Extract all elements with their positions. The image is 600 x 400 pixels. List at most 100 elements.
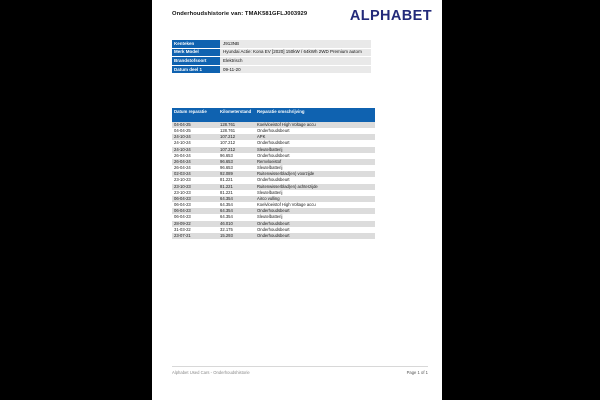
info-value: Hyundai Actie: Kona EV [2020] 150kW / 64… [220, 48, 371, 58]
repair-date-cell: 23-07-21 [174, 232, 191, 238]
description-cell: Sleutelbatterij [257, 146, 283, 152]
repair-date-cell: 31-03-22 [174, 226, 191, 232]
info-row: Kenteken J913NB [172, 40, 371, 49]
description-cell: Ruitenwisserblad(en) voorzijde [257, 171, 315, 177]
repair-date-cell: 28-09-22 [174, 220, 191, 226]
table-row: 06-04-23 64.354 Onderhoudsbeurt [172, 208, 375, 215]
history-column-header: Reparatie omschrijving [255, 108, 375, 122]
footer-document-label: Alphabet Used Cars - Onderhoudshistorie [172, 369, 250, 375]
footer-page-number: Page 1 of 1 [406, 369, 428, 375]
table-row: 26-04-24 96.653 Remvloeistof [172, 158, 375, 166]
repair-date-cell: 06-04-23 [174, 214, 191, 220]
repair-date-cell: 24-10-24 [174, 140, 191, 146]
description-cell: Onderhoudsbeurt [257, 220, 290, 226]
info-row: Merk Model Hyundai Actie: Kona EV [2020] … [172, 48, 371, 58]
info-label: Datum deel 1 [172, 65, 220, 75]
table-row: 28-09-22 46.010 Onderhoudsbeurt [172, 220, 375, 227]
table-row: 23-10-23 81.221 Sleutelbatterij [172, 189, 375, 196]
kilometer-cell: 107.212 [220, 134, 236, 140]
page-footer: Alphabet Used Cars - Onderhoudshistorie … [172, 366, 428, 375]
history-header-row: Datum reparatie Kilometerstand Reparatie o… [172, 108, 375, 122]
info-value: J913NB [220, 40, 371, 49]
info-row: Datum deel 1 09-11-20 [172, 65, 371, 75]
repair-date-cell: 26-04-24 [174, 165, 191, 171]
vehicle-info-table: Kenteken J913NB Merk Model Hyundai Actie: K… [172, 40, 371, 75]
description-cell: Onderhoudsbeurt [257, 140, 290, 146]
kilometer-cell: 96.653 [220, 152, 233, 158]
kilometer-cell: 81.221 [220, 189, 233, 195]
info-label: Kenteken [172, 40, 220, 49]
kilometer-cell: 92.089 [220, 171, 233, 177]
repair-date-cell: 04-04-25 [174, 122, 191, 127]
repair-date-cell: 26-04-24 [174, 152, 191, 158]
description-cell: Sleutelbatterij [257, 214, 283, 220]
kilometer-cell: 46.010 [220, 220, 233, 226]
table-row: 06-04-23 64.354 Koelvloeistof High Voltage… [172, 202, 375, 209]
table-row: 23-10-23 81.221 Onderhoudsbeurt [172, 177, 375, 184]
kilometer-cell: 64.354 [220, 202, 233, 208]
kilometer-cell: 96.653 [220, 165, 233, 171]
description-cell: Ruitenwisserblad(en) achterzijde [257, 183, 318, 189]
table-row: 26-04-24 96.653 Sleutelbatterij [172, 165, 375, 172]
description-cell: APK [257, 134, 266, 140]
repair-date-cell: 23-10-23 [174, 177, 191, 183]
description-cell: Onderhoudsbeurt [257, 128, 290, 134]
history-column-header: Kilometerstand [218, 108, 255, 122]
repair-date-cell: 23-10-23 [174, 183, 191, 189]
kilometer-cell: 128.761 [220, 122, 236, 127]
kilometer-cell: 64.354 [220, 214, 233, 220]
description-cell: Onderhoudsbeurt [257, 177, 290, 183]
table-row: 24-10-24 107.212 APK [172, 134, 375, 141]
description-cell: Koelvloeistof High Voltage accu [257, 122, 316, 127]
info-value: 09-11-20 [220, 65, 371, 75]
repair-date-cell: 06-04-23 [174, 195, 191, 201]
kilometer-cell: 128.761 [220, 128, 236, 134]
document-page: Onderhoudshistorie van: TMAK581GFLJ00392… [152, 0, 442, 400]
repair-date-cell: 24-10-24 [174, 146, 191, 152]
table-row: 04-04-25 128.761 Koelvloeistof High Voltag… [172, 122, 375, 129]
description-cell: Onderhoudsbeurt [257, 208, 290, 214]
kilometer-cell: 107.212 [220, 146, 236, 152]
description-cell: Onderhoudsbeurt [257, 152, 290, 158]
description-cell: Airco vulling [257, 195, 280, 201]
description-cell: Sleutelbatterij [257, 165, 283, 171]
repair-history-table: Datum reparatie Kilometerstand Reparatie o… [172, 108, 375, 239]
repair-date-cell: 04-04-25 [174, 128, 191, 134]
kilometer-cell: 15.293 [220, 232, 233, 238]
alphabet-logo: ALPHABET [349, 8, 432, 24]
kilometer-cell: 107.212 [220, 140, 236, 146]
history-column-header: Datum reparatie [172, 108, 218, 122]
table-row: 06-04-23 64.354 Sleutelbatterij [172, 214, 375, 221]
table-row: 23-10-23 81.221 Ruitenwisserblad(en) achte… [172, 183, 375, 190]
description-cell: Koelvloeistof High Voltage accu [257, 202, 316, 208]
kilometer-cell: 81.221 [220, 177, 233, 183]
table-row: 04-04-25 128.761 Onderhoudsbeurt [172, 128, 375, 135]
table-row: 24-10-24 107.212 Onderhoudsbeurt [172, 140, 375, 147]
repair-date-cell: 24-10-24 [174, 134, 191, 140]
kilometer-cell: 64.354 [220, 208, 233, 214]
repair-date-cell: 26-04-24 [174, 158, 191, 164]
table-row: 06-04-23 64.354 Airco vulling [172, 195, 375, 203]
repair-date-cell: 06-04-23 [174, 202, 191, 208]
table-row: 02-03-24 92.089 Ruitenwisserblad(en) voorz… [172, 171, 375, 178]
description-cell: Onderhoudsbeurt [257, 226, 290, 232]
table-row: 26-04-24 96.653 Onderhoudsbeurt [172, 152, 375, 159]
info-value: Elektrisch [220, 57, 371, 66]
page-title: Onderhoudshistorie van: TMAK581GFLJ00392… [172, 11, 308, 17]
table-row: 23-07-21 15.293 Onderhoudsbeurt [172, 232, 375, 239]
repair-date-cell: 02-03-24 [174, 171, 191, 177]
description-cell: Onderhoudsbeurt [257, 232, 290, 238]
info-label: Brandstofsoort [172, 57, 220, 66]
kilometer-cell: 96.653 [220, 158, 233, 164]
kilometer-cell: 81.221 [220, 183, 233, 189]
description-cell: Remvloeistof [257, 158, 282, 164]
info-label: Merk Model [172, 48, 220, 58]
repair-date-cell: 23-10-23 [174, 189, 191, 195]
kilometer-cell: 32.175 [220, 226, 233, 232]
info-row: Brandstofsoort Elektrisch [172, 57, 371, 66]
description-cell: Sleutelbatterij [257, 189, 283, 195]
kilometer-cell: 64.354 [220, 195, 233, 201]
repair-date-cell: 06-04-23 [174, 208, 191, 214]
table-row: 31-03-22 32.175 Onderhoudsbeurt [172, 226, 375, 233]
table-row: 24-10-24 107.212 Sleutelbatterij [172, 146, 375, 153]
